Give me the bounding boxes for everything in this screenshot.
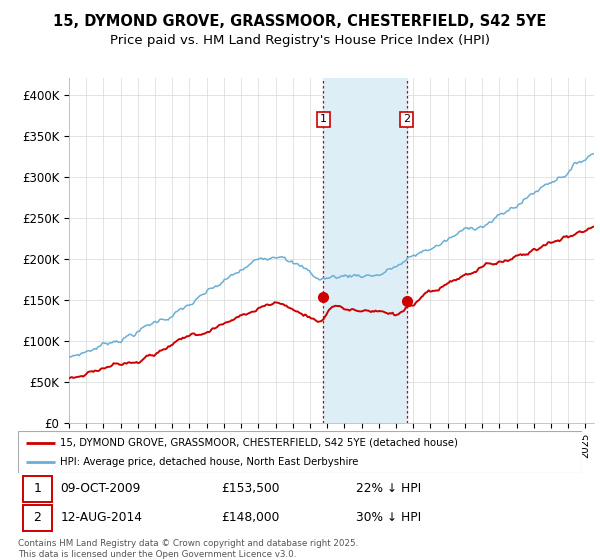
Bar [323,78,407,423]
Text: 15, DYMOND GROVE, GRASSMOOR, CHESTERFIELD, S42 5YE: 15, DYMOND GROVE, GRASSMOOR, CHESTERFIEL… [53,14,547,29]
Text: Contains HM Land Registry data © Crown copyright and database right 2025.
This d: Contains HM Land Registry data © Crown c… [18,539,358,559]
Text: 1: 1 [33,482,41,495]
Text: £148,000: £148,000 [221,511,280,524]
Text: 15, DYMOND GROVE, GRASSMOOR, CHESTERFIELD, S42 5YE (detached house): 15, DYMOND GROVE, GRASSMOOR, CHESTERFIEL… [60,438,458,448]
Text: Price paid vs. HM Land Registry's House Price Index (HPI): Price paid vs. HM Land Registry's House … [110,34,490,46]
Text: 2: 2 [403,114,410,124]
Text: 2: 2 [33,511,41,524]
Text: HPI: Average price, detached house, North East Derbyshire: HPI: Average price, detached house, Nort… [60,457,359,467]
Bar [23,475,52,502]
Text: 1: 1 [320,114,327,124]
Bar [23,505,52,531]
Text: 12-AUG-2014: 12-AUG-2014 [60,511,142,524]
Text: 22% ↓ HPI: 22% ↓ HPI [356,482,422,495]
Text: £153,500: £153,500 [221,482,280,495]
Text: 09-OCT-2009: 09-OCT-2009 [60,482,140,495]
Text: 30% ↓ HPI: 30% ↓ HPI [356,511,422,524]
